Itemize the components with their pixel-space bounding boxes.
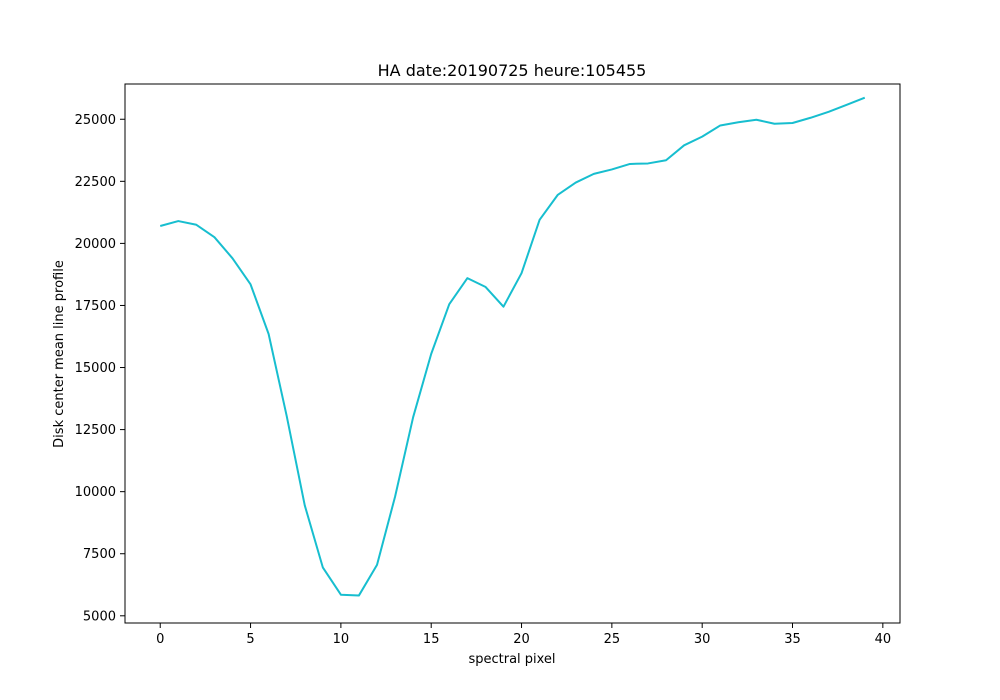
plot-area (124, 83, 901, 624)
series-line-0 (159, 96, 866, 597)
x-tick-label: 40 (875, 632, 892, 647)
y-tick-label: 25000 (75, 113, 116, 128)
x-axis: 0 5 10 15 20 25 30 35 40 (156, 623, 891, 647)
x-tick-label: 0 (156, 632, 164, 647)
plot-frame (124, 83, 901, 624)
y-tick-label: 10000 (75, 485, 116, 500)
y-tick-label: 12500 (75, 423, 116, 438)
y-tick-label: 5000 (83, 609, 116, 624)
y-tick-label: 22500 (75, 175, 116, 190)
y-tick-label: 17500 (75, 299, 116, 314)
y-axis-label: Disk center mean line profile (52, 260, 67, 448)
y-tick-label: 20000 (75, 237, 116, 252)
x-tick-label: 25 (604, 632, 621, 647)
x-tick-label: 20 (513, 632, 530, 647)
y-axis: 5000 7500 10000 12500 15000 17500 20000 22500 25… (75, 113, 125, 624)
x-tick-label: 15 (423, 632, 440, 647)
y-tick-label: 15000 (75, 361, 116, 376)
x-tick-label: 5 (246, 632, 254, 647)
x-axis-label: spectral pixel (468, 652, 555, 667)
x-tick-label: 35 (784, 632, 801, 647)
x-tick-label: 30 (694, 632, 711, 647)
y-tick-label: 7500 (83, 547, 116, 562)
chart-title: HA date:20190725 heure:105455 (378, 61, 647, 80)
x-tick-label: 10 (333, 632, 350, 647)
